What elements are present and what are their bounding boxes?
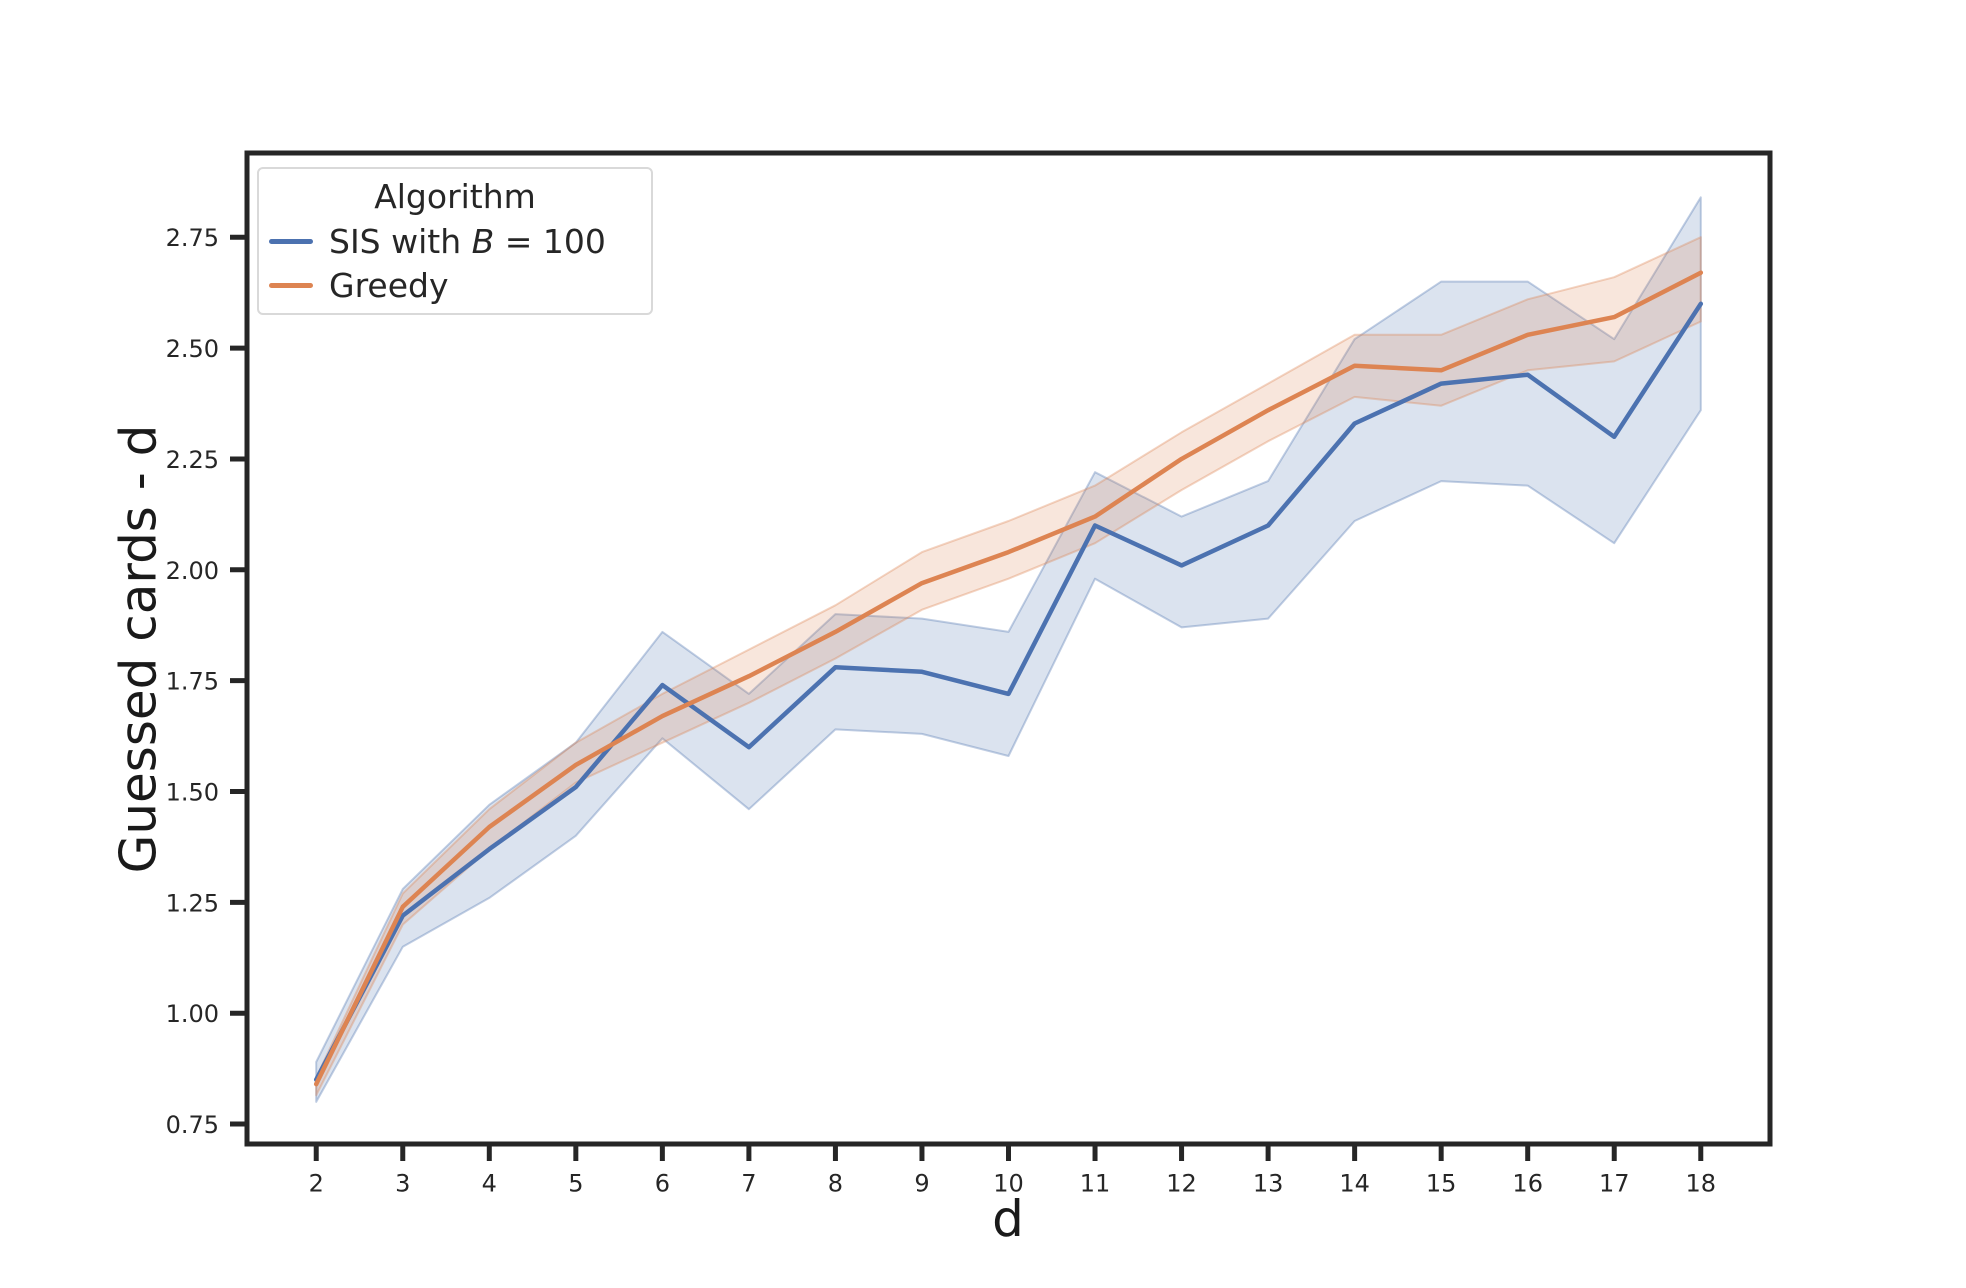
x-tick-label: 15 [1426,1170,1457,1198]
x-tick-label: 6 [655,1170,670,1198]
x-tick-label: 12 [1166,1170,1197,1198]
y-axis-label: Guessed cards - d [109,424,168,874]
y-tick-label: 1.75 [166,668,219,696]
legend-entry-sis-label: SIS with B = 100 [329,222,606,261]
y-tick-label: 2.00 [166,557,219,585]
legend: Algorithm SIS with B = 100 Greedy [257,167,653,315]
legend-entry-sis: SIS with B = 100 [269,222,641,261]
legend-entry-greedy: Greedy [269,266,641,305]
greedy-ci-band [315,236,1702,1097]
y-tick-label: 1.00 [166,1000,219,1028]
y-tick-label: 0.75 [166,1111,219,1139]
x-tick-label: 14 [1339,1170,1370,1198]
x-tick-label: 2 [309,1170,324,1198]
x-tick-label: 9 [914,1170,929,1198]
x-tick-label: 17 [1599,1170,1630,1198]
legend-title: Algorithm [374,176,536,216]
x-tick-label: 7 [741,1170,756,1198]
greedy-line [313,270,1704,1087]
y-tick-label: 1.50 [166,778,219,806]
x-axis-label: d [992,1190,1024,1248]
sis-label-prefix: SIS with [329,221,472,261]
x-tick-label: 3 [395,1170,410,1198]
sis-label-math-b: B [471,221,495,261]
y-tick-label: 2.50 [166,335,219,363]
y-tick-label: 2.75 [166,224,219,252]
sis-line-swatch [269,238,313,244]
x-tick-label: 16 [1512,1170,1543,1198]
sis-label-suffix: = 100 [494,221,606,261]
x-tick-label: 18 [1685,1170,1716,1198]
sis-line [313,301,1704,1082]
y-tick-label: 1.25 [166,889,219,917]
y-tick-label: 2.25 [166,446,219,474]
x-tick-label: 8 [828,1170,843,1198]
x-tick-label: 10 [993,1170,1024,1198]
x-tick-label: 5 [568,1170,583,1198]
x-tick-label: 11 [1080,1170,1111,1198]
greedy-line-swatch [269,283,313,289]
legend-entry-greedy-label: Greedy [329,266,449,306]
x-tick-label: 4 [482,1170,497,1198]
x-tick-label: 13 [1253,1170,1284,1198]
